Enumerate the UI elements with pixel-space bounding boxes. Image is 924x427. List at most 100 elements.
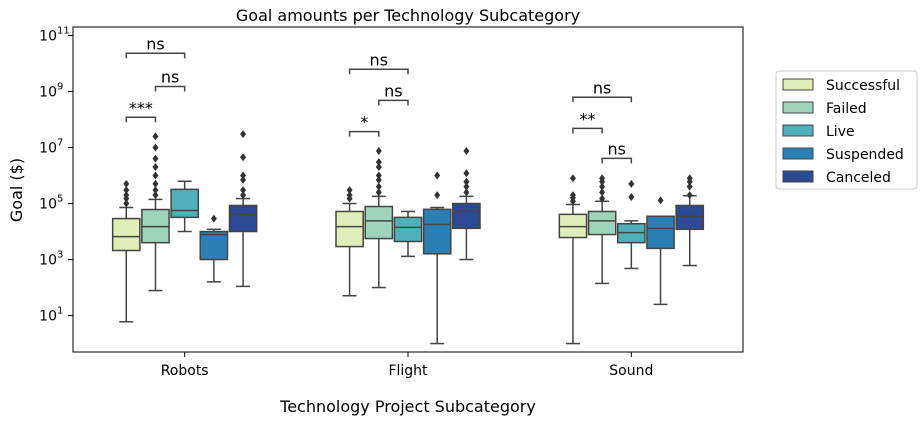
legend-swatch	[782, 78, 814, 91]
chart-title: Goal amounts per Technology Subcategory	[236, 6, 580, 25]
box-suspended	[422, 208, 452, 255]
box-suspended	[646, 215, 675, 250]
outlier-point	[599, 174, 606, 183]
legend-swatch	[782, 124, 814, 137]
outlier-point	[434, 171, 441, 180]
y-tick-exponent: 1	[57, 306, 63, 317]
outlier-point	[463, 188, 470, 197]
legend-label: Successful	[826, 78, 900, 94]
outlier-point	[628, 193, 635, 202]
outlier-point	[375, 158, 382, 167]
outlier-point	[152, 179, 159, 188]
y-tick-exponent: 3	[57, 250, 63, 261]
legend-label: Live	[826, 124, 855, 140]
box-canceled	[675, 204, 705, 231]
box-suspended	[199, 230, 229, 261]
outlier-point	[152, 132, 159, 141]
significance-bracket	[125, 116, 157, 123]
outlier-point	[686, 174, 693, 183]
box-canceled	[228, 204, 258, 233]
outlier-point	[240, 130, 247, 139]
outlier-point	[569, 174, 576, 183]
legend-label: Canceled	[826, 170, 891, 186]
outlier-point	[686, 191, 693, 200]
outlier-point	[375, 182, 382, 191]
outlier-point	[152, 154, 159, 163]
plot-frame	[72, 26, 744, 353]
significance-bracket	[154, 85, 186, 92]
y-tick-label: 10	[39, 28, 57, 44]
outlier-point	[210, 214, 217, 223]
outlier-point	[240, 191, 247, 200]
outlier-point	[463, 169, 470, 178]
x-tick-label: Robots	[161, 363, 209, 379]
box-live	[170, 188, 200, 219]
outlier-point	[375, 188, 382, 197]
outlier-point	[123, 186, 130, 195]
outlier-point	[346, 191, 353, 200]
outlier-point	[123, 179, 130, 188]
significance-bracket	[125, 52, 186, 59]
significance-label: **	[580, 109, 596, 128]
outlier-point	[346, 186, 353, 195]
y-tick-exponent: 11	[57, 25, 70, 36]
y-tick-label: 10	[39, 309, 57, 325]
legend-label: Suspended	[826, 147, 904, 163]
outlier-point	[375, 163, 382, 172]
significance-bracket	[348, 68, 409, 75]
box-canceled	[452, 202, 481, 230]
outlier-point	[599, 182, 606, 191]
box-successful	[335, 210, 364, 248]
outlier-point	[463, 177, 470, 186]
x-tick-label: Flight	[388, 363, 428, 379]
outlier-point	[152, 163, 159, 172]
significance-label: ***	[129, 98, 153, 117]
y-axis-label: Goal ($)	[7, 158, 26, 222]
outlier-point	[463, 146, 470, 155]
legend-label: Failed	[826, 101, 867, 117]
box-live	[393, 216, 423, 243]
significance-label: ns	[593, 78, 611, 97]
legend: Successful Failed Live Suspended Canceled	[775, 70, 918, 190]
outlier-point	[375, 146, 382, 155]
significance-label: ns	[384, 81, 402, 100]
legend-swatch	[782, 170, 814, 183]
x-tick-label: Sound	[609, 363, 653, 379]
outlier-point	[686, 182, 693, 191]
significance-label: ns	[607, 139, 625, 158]
outlier-point	[375, 171, 382, 180]
outlier-point	[240, 171, 247, 180]
x-axis-label: Technology Project Subcategory	[279, 397, 536, 416]
significance-bracket	[572, 96, 633, 103]
significance-bracket	[378, 99, 409, 106]
outlier-point	[628, 179, 635, 188]
outlier-point	[240, 175, 247, 184]
y-tick-label: 10	[39, 140, 57, 156]
significance-label: ns	[370, 50, 388, 69]
box-failed	[364, 205, 394, 240]
y-tick-exponent: 5	[57, 194, 63, 205]
legend-swatch	[782, 101, 814, 114]
outlier-point	[569, 191, 576, 200]
y-tick-label: 10	[39, 84, 57, 100]
significance-bracket	[348, 130, 380, 137]
outlier-point	[123, 199, 130, 208]
outlier-point	[463, 182, 470, 191]
outlier-point	[123, 191, 130, 200]
outlier-point	[152, 143, 159, 152]
y-tick-label: 10	[39, 197, 57, 213]
outlier-point	[152, 186, 159, 195]
outlier-point	[434, 191, 441, 200]
legend-swatch	[782, 147, 814, 160]
box-failed	[587, 210, 617, 236]
box-successful	[111, 217, 141, 252]
outlier-point	[240, 186, 247, 195]
significance-label: ns	[161, 68, 179, 87]
y-tick-label: 10	[39, 253, 57, 269]
outlier-point	[599, 188, 606, 197]
significance-label: ns	[146, 34, 164, 53]
y-tick-exponent: 9	[57, 81, 63, 92]
outlier-point	[599, 194, 606, 203]
